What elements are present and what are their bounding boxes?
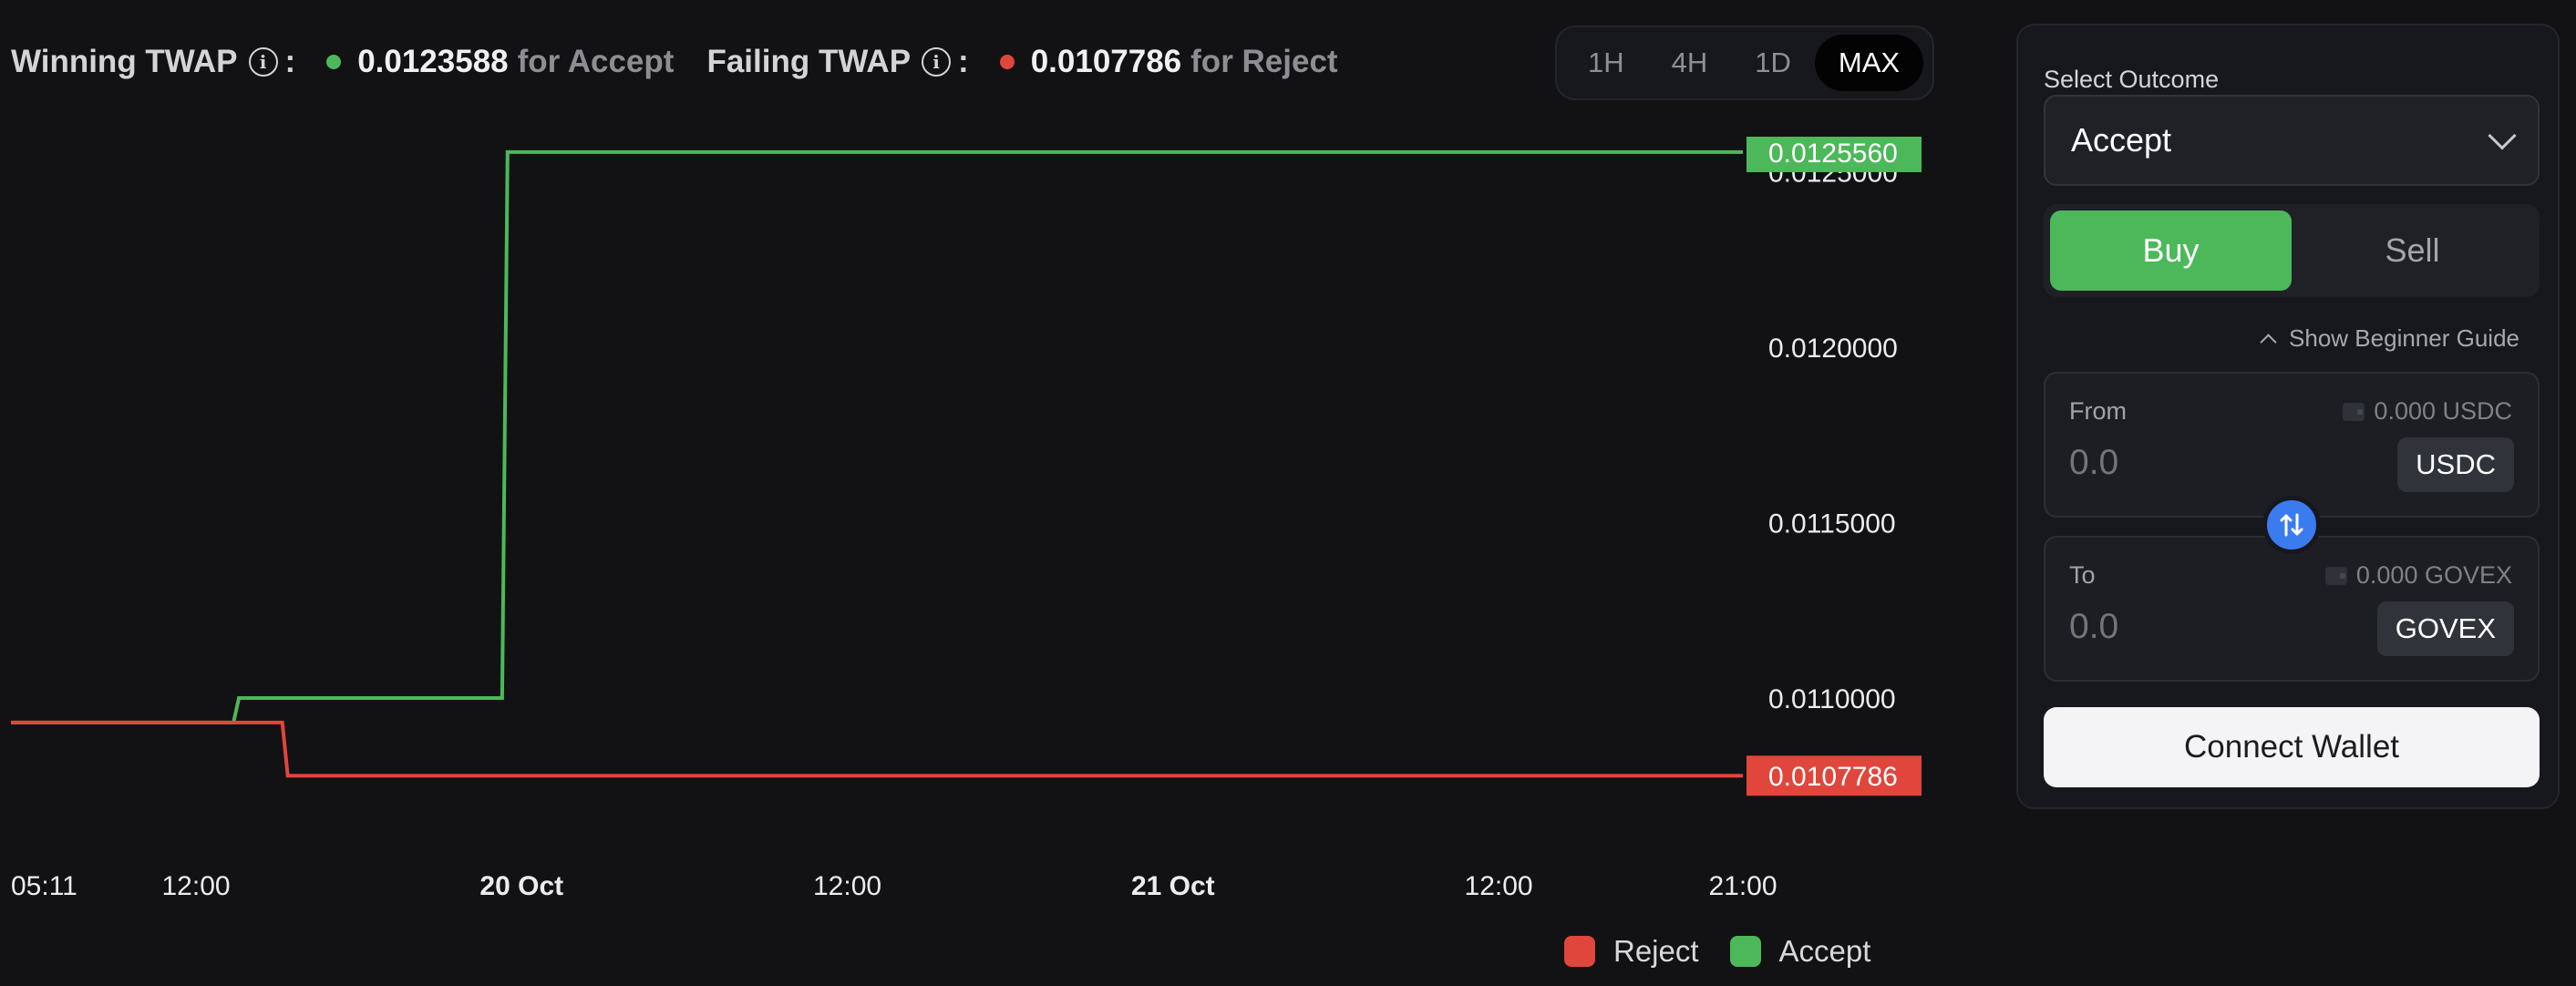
from-token-button[interactable]: USDC xyxy=(2397,437,2514,492)
reject-dot-icon xyxy=(999,55,1015,69)
x-tick-label: 21:00 xyxy=(1708,871,1777,901)
connect-wallet-button[interactable]: Connect Wallet xyxy=(2044,707,2540,787)
twap-stats: Winning TWAP i : 0.0123588 for Accept Fa… xyxy=(11,38,1338,86)
buy-sell-toggle: Buy Sell xyxy=(2044,204,2540,297)
winning-twap-label: Winning TWAP xyxy=(11,44,238,79)
x-tick-label: 12:00 xyxy=(813,871,881,901)
time-range-tabs: 1H 4H 1D MAX xyxy=(1555,26,1934,100)
chart-legend: Reject Accept xyxy=(1564,931,1901,971)
twap-price-chart[interactable]: 0.01250000.01200000.01150000.01100000.01… xyxy=(0,137,1932,920)
from-balance-value: 0.000 USDC xyxy=(2374,397,2512,425)
tab-4h[interactable]: 4H xyxy=(1671,46,1708,78)
y-tick-label: 0.0120000 xyxy=(1768,334,1898,364)
legend-item-reject[interactable]: Reject xyxy=(1564,934,1699,969)
accept-dot-icon xyxy=(326,55,342,69)
x-tick-label: 12:00 xyxy=(1465,871,1533,901)
to-box: To 0.000 GOVEX GOVEX xyxy=(2044,536,2540,682)
series-line-reject xyxy=(11,720,1743,778)
x-tick-label: 05:11 xyxy=(11,871,77,901)
winning-twap-value: 0.0123588 xyxy=(357,44,509,79)
tab-1d[interactable]: 1D xyxy=(1755,46,1791,78)
tab-max[interactable]: MAX xyxy=(1814,35,1924,91)
x-tick-label: 21 Oct xyxy=(1131,871,1215,901)
x-tick-label: 12:00 xyxy=(162,871,231,901)
from-amount-input[interactable] xyxy=(2069,443,2343,483)
colon: : xyxy=(958,44,969,79)
outcome-select-value: Accept xyxy=(2071,121,2172,159)
chevron-down-icon xyxy=(2488,121,2517,150)
trade-panel: Select Outcome Accept Buy Sell Show Begi… xyxy=(2016,24,2560,809)
chevron-up-icon xyxy=(2260,333,2277,351)
last-value-badge-accept xyxy=(1747,137,1922,172)
to-label: To xyxy=(2069,561,2096,589)
to-token-button[interactable]: GOVEX xyxy=(2376,601,2514,656)
from-balance: 0.000 USDC xyxy=(2343,397,2512,426)
last-value-label-accept: 0.0125560 xyxy=(1768,139,1898,169)
buy-button[interactable]: Buy xyxy=(2050,211,2292,291)
swap-arrows-icon xyxy=(2280,513,2303,537)
tab-1h[interactable]: 1H xyxy=(1588,46,1624,78)
legend-swatch-reject xyxy=(1564,936,1595,967)
series-line-accept xyxy=(11,149,1743,724)
legend-label-reject: Reject xyxy=(1613,934,1699,968)
legend-swatch-accept xyxy=(1729,936,1761,967)
last-value-badge-reject xyxy=(1747,755,1922,796)
wallet-icon xyxy=(2324,566,2347,585)
to-balance: 0.000 GOVEX xyxy=(2324,561,2512,590)
sell-button[interactable]: Sell xyxy=(2385,231,2440,269)
from-label: From xyxy=(2069,397,2127,425)
colon: : xyxy=(284,44,296,79)
legend-item-accept[interactable]: Accept xyxy=(1729,934,1871,969)
swap-direction-button[interactable] xyxy=(2262,496,2321,554)
beginner-guide-toggle[interactable]: Show Beginner Guide xyxy=(2260,324,2519,353)
select-outcome-label: Select Outcome xyxy=(2044,66,2220,93)
info-icon[interactable]: i xyxy=(922,47,952,77)
legend-label-accept: Accept xyxy=(1778,934,1871,968)
y-tick-label: 0.0115000 xyxy=(1768,509,1896,539)
failing-twap-outcome: for Reject xyxy=(1190,44,1338,79)
winning-twap-outcome: for Accept xyxy=(517,44,675,79)
to-balance-value: 0.000 GOVEX xyxy=(2355,561,2512,589)
last-value-label-reject: 0.0107786 xyxy=(1768,762,1898,792)
info-icon[interactable]: i xyxy=(248,47,278,77)
y-tick-label: 0.0110000 xyxy=(1768,684,1896,714)
beginner-guide-label: Show Beginner Guide xyxy=(2289,324,2519,352)
to-amount-input[interactable] xyxy=(2069,607,2343,647)
outcome-select[interactable]: Accept xyxy=(2044,95,2540,186)
failing-twap-label: Failing TWAP xyxy=(706,44,912,79)
wallet-icon xyxy=(2343,402,2365,421)
from-box: From 0.000 USDC USDC xyxy=(2044,372,2540,518)
failing-twap-value: 0.0107786 xyxy=(1030,44,1182,79)
x-tick-label: 20 Oct xyxy=(479,871,563,901)
